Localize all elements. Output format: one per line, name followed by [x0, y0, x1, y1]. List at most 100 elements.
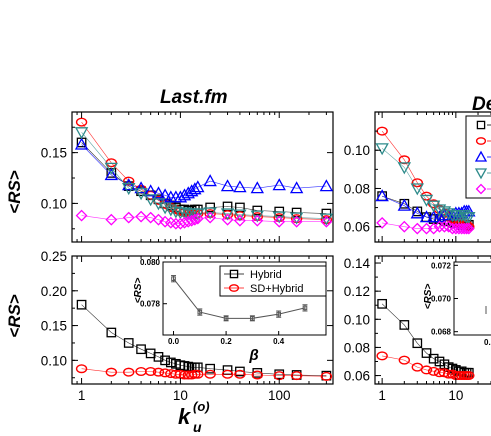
series-line-4 — [81, 215, 327, 224]
x-tick-label: 10 — [173, 388, 188, 403]
data-point — [411, 178, 424, 188]
data-point — [376, 216, 389, 229]
data-point — [320, 215, 333, 228]
inset-x-tick-label: 0.2 — [221, 337, 233, 346]
y-tick-label: 0.10 — [41, 196, 67, 211]
data-point — [426, 200, 441, 213]
data-point — [452, 222, 465, 235]
plot-area — [74, 117, 334, 230]
data-point — [397, 162, 412, 175]
data-point — [251, 370, 264, 380]
legend-marker — [474, 168, 488, 180]
data-point — [76, 299, 87, 310]
data-point — [164, 204, 178, 217]
data-point — [427, 199, 440, 209]
data-point — [375, 189, 389, 202]
inset-ylabel: <RS> — [133, 278, 144, 304]
inset-point — [276, 311, 281, 317]
data-point — [188, 213, 201, 226]
data-point — [159, 368, 171, 378]
data-point — [105, 367, 118, 377]
data-point — [188, 182, 202, 195]
title-right: De — [472, 94, 491, 115]
data-point — [123, 367, 135, 377]
inset-x-tick-label: 0. — [484, 338, 491, 347]
series-line-1 — [81, 368, 327, 377]
data-point — [158, 188, 172, 201]
data-point — [134, 181, 148, 194]
data-point — [273, 215, 286, 228]
data-point — [250, 210, 265, 223]
axes-frame — [374, 255, 491, 385]
data-point — [412, 338, 423, 349]
y-tick-label: 0.15 — [41, 146, 67, 161]
data-point — [399, 320, 410, 330]
series-line-0 — [81, 304, 327, 376]
data-point — [432, 204, 447, 217]
inset-x-tick-label: 0.0 — [168, 337, 180, 346]
data-point — [152, 213, 165, 226]
data-point — [104, 168, 119, 181]
data-point — [462, 222, 475, 235]
data-point — [204, 211, 217, 224]
data-point — [438, 220, 451, 233]
series-line-0 — [381, 303, 469, 374]
data-point — [233, 214, 246, 227]
data-point — [74, 137, 89, 150]
data-point — [427, 222, 440, 235]
inset-point — [223, 316, 229, 321]
x-tick-label: 1 — [78, 388, 86, 403]
data-point — [457, 210, 471, 223]
data-point — [251, 214, 264, 227]
data-point — [460, 222, 473, 235]
data-point — [75, 117, 88, 127]
series-line-3 — [81, 132, 327, 219]
panel-top-left: 0.10 0.15 — [41, 111, 334, 243]
legend-marker — [228, 284, 240, 292]
data-point — [192, 369, 204, 379]
legend-marker — [474, 150, 488, 162]
data-point — [74, 127, 89, 140]
data-point — [122, 211, 135, 224]
data-point — [104, 162, 119, 175]
data-point — [290, 371, 303, 381]
data-point — [462, 212, 476, 225]
data-point — [419, 210, 434, 223]
data-point — [289, 181, 304, 194]
ylabel-top: <RS> — [5, 170, 24, 214]
plot-area — [376, 298, 475, 381]
inset-frame — [162, 261, 327, 336]
data-point — [289, 212, 304, 225]
y-tick-label: 0.08 — [344, 181, 370, 196]
axes-frame — [71, 111, 334, 243]
data-point — [375, 143, 389, 156]
data-point — [158, 202, 172, 215]
data-point — [234, 369, 246, 379]
legend: Hybrid SD+Hybrid — [219, 265, 327, 297]
data-point — [398, 355, 411, 365]
data-point — [272, 178, 286, 191]
axes-frame — [71, 255, 334, 385]
data-point — [165, 357, 176, 368]
data-point — [153, 352, 164, 362]
xlabel-sub: u — [193, 419, 202, 435]
data-point — [458, 222, 471, 235]
y-tick-label: 0.25 — [41, 249, 67, 264]
data-point — [411, 222, 424, 235]
data-point — [397, 198, 412, 211]
data-point — [75, 364, 88, 374]
data-point — [233, 180, 247, 193]
plot-area — [75, 299, 333, 381]
panel-bottom-left: 0.10 0.15 0.20 0.25 1 10 100 Hybrid SD+Hybrid 0.0… — [41, 249, 334, 403]
data-point — [398, 220, 411, 233]
legend-marker — [475, 183, 487, 195]
data-point — [144, 366, 157, 376]
legend-marker — [475, 137, 487, 145]
data-point — [421, 348, 432, 358]
legend-marker — [229, 269, 239, 279]
data-point — [221, 213, 234, 226]
data-point — [184, 184, 199, 197]
data-point — [420, 365, 433, 375]
xlabel-base: k — [178, 404, 192, 429]
